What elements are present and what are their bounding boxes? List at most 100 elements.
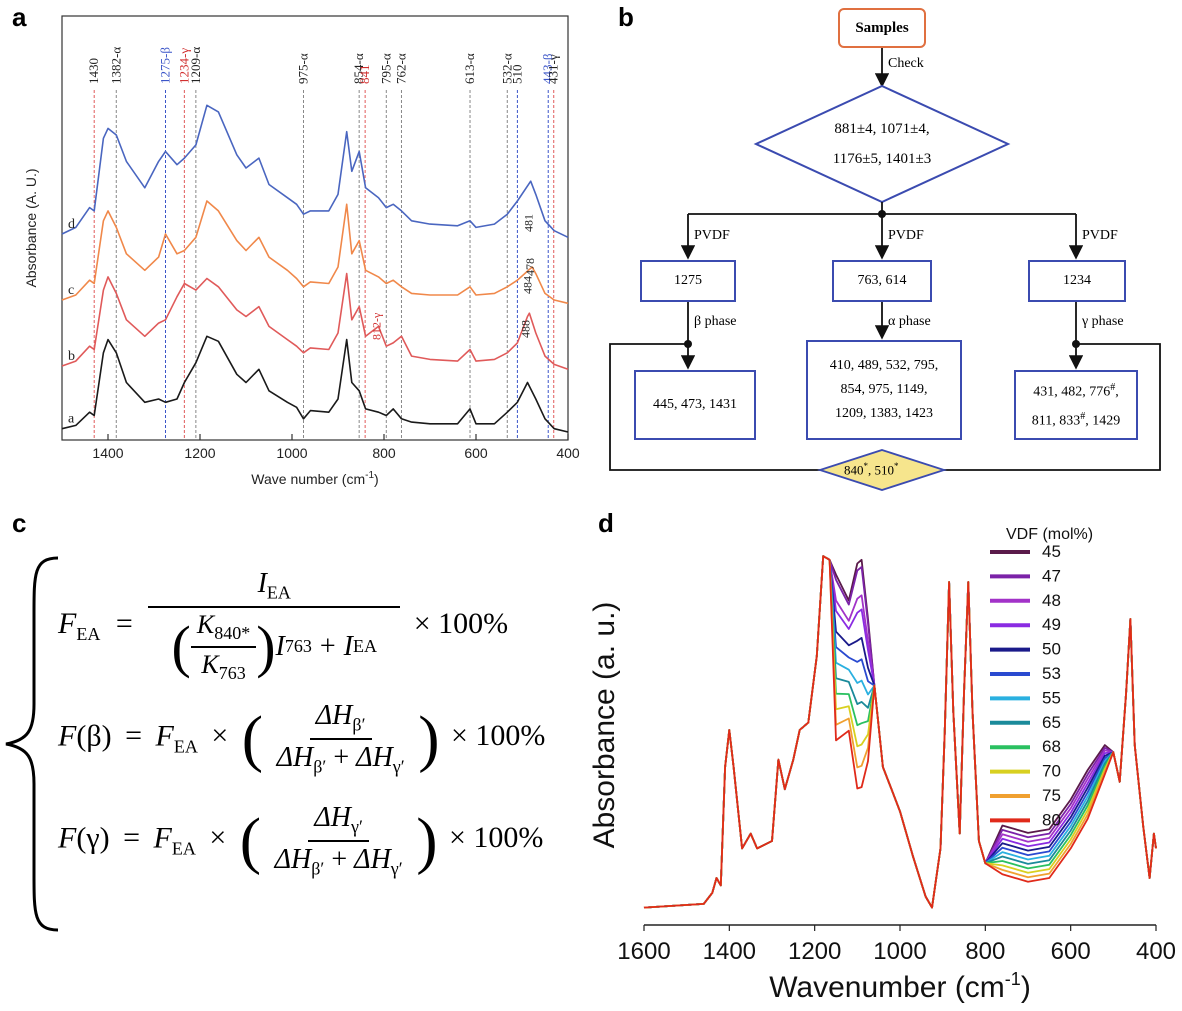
eq1-I763-sub: 763	[284, 636, 312, 657]
gamma-peaks-box: 431, 482, 776#, 811, 833#, 1429	[1014, 370, 1138, 440]
ylabel-d: Absorbance (a. u.)	[590, 602, 621, 849]
bottom-diamond-text-1: 840	[844, 462, 864, 478]
panel-letter-d: d	[598, 508, 614, 538]
series-line-d-65	[643, 555, 1157, 909]
eq1-K763: K	[201, 649, 219, 679]
eq2-Fea: F	[155, 719, 174, 753]
eq1-F: F	[58, 606, 77, 640]
series-line-d-68	[643, 555, 1157, 909]
beta-phase-label: β phase	[694, 314, 737, 329]
eq2-times100: × 100%	[451, 719, 546, 753]
annotation-label-7: 841	[357, 65, 372, 85]
annotation-label-3: 1234-γ	[176, 48, 191, 84]
panel-letter-b: b	[618, 2, 634, 32]
eq3-den-dH1: ΔH	[274, 843, 312, 875]
panel-letter-c: c	[12, 508, 27, 538]
eq2-times: ×	[211, 719, 229, 753]
eq2-den-dH1: ΔH	[276, 741, 314, 773]
equation-f-beta: F(β) = FEA × ( ΔHβ′ ΔHβ′ + ΔHγ′ ) × 100%	[58, 700, 546, 777]
alpha-peaks-box: 410, 489, 532, 795, 854, 975, 1149, 1209…	[806, 340, 962, 440]
eq3-num-dH: ΔH	[314, 802, 352, 833]
xtick-label-a-5: 400	[556, 445, 580, 461]
xtick-label-a-4: 600	[464, 445, 488, 461]
bottom-diamond-sup-1: *	[863, 461, 869, 471]
eq3-den-dH2: ΔH	[354, 843, 391, 875]
xtick-label-d-0: 1600	[617, 938, 670, 965]
gamma-peaks-sup-1: #	[1110, 382, 1116, 394]
annotation-label-9: 762-α	[393, 53, 408, 84]
series-label-a-a: a	[68, 412, 75, 427]
eq2-den-beta: β′	[313, 756, 327, 777]
beta-peaks-text: 445, 473, 1431	[653, 397, 737, 412]
box-1234: 1234	[1028, 260, 1126, 302]
legend-label-d-80: 80	[1042, 810, 1061, 829]
eq3-den-beta: β′	[311, 858, 325, 879]
eq2-equals: =	[125, 719, 143, 753]
series-line-a-b	[61, 272, 569, 371]
inline-label-2: 484	[520, 276, 534, 294]
flowchart-connectors	[609, 48, 1161, 491]
series-line-d-49	[643, 555, 1157, 909]
alpha-peaks-line-2: 854, 975, 1149,	[840, 382, 928, 397]
pvdf-label-mid: PVDF	[888, 228, 924, 243]
gamma-phase-label: γ phase	[1082, 314, 1124, 329]
eq2-num-beta: β′	[352, 714, 366, 735]
beta-peaks-box: 445, 473, 1431	[634, 370, 756, 440]
legend-label-d-65: 65	[1042, 713, 1061, 732]
legend-title-d: VDF (mol%)	[1006, 526, 1093, 543]
box-763: 763, 614	[832, 260, 932, 302]
xtick-label-a-1: 1200	[184, 445, 215, 461]
eq2-beta: β	[86, 719, 102, 753]
check-label: Check	[888, 56, 924, 71]
legend-label-d-50: 50	[1042, 640, 1061, 659]
gamma-peaks-text-1: 431, 482, 776	[1033, 385, 1111, 400]
eq2-EA-sub: EA	[173, 736, 198, 757]
eq3-EA-sub: EA	[171, 838, 196, 859]
annotation-label-12: 510	[509, 65, 524, 85]
legend-label-d-75: 75	[1042, 786, 1061, 805]
pvdf-label-left: PVDF	[694, 228, 730, 243]
diamond-text: 881±4, 1071±4, 1176±5, 1401±3	[812, 114, 952, 174]
gamma-peaks-line-1: 431, 482, 776#,	[1033, 382, 1119, 400]
curly-brace	[5, 556, 59, 932]
bottom-diamond-text: 840*, 510*	[844, 461, 899, 478]
gamma-peaks-text-3: , 1429	[1085, 413, 1121, 429]
equation-f-gamma: F(γ) = FEA × ( ΔHγ′ ΔHβ′ + ΔHγ′ ) × 100%	[58, 802, 544, 879]
series-label-a-d: d	[68, 217, 75, 232]
samples-box: Samples	[838, 8, 926, 48]
eq2-den-gamma: γ′	[392, 756, 405, 777]
series-line-d-48	[643, 555, 1157, 909]
legend-label-d-45: 45	[1042, 542, 1061, 561]
annotation-label-1: 1382-α	[108, 47, 123, 84]
eq3-times100: × 100%	[449, 821, 544, 855]
xtick-label-d-4: 800	[965, 938, 1005, 965]
bottom-diamond-text-2: , 510	[868, 462, 894, 478]
eq3-plus: +	[331, 843, 348, 875]
xtick-label-d-5: 600	[1051, 938, 1091, 965]
equations-panel: FEA = IEA ( K840* K763 ) I 763 + I EA × 10…	[0, 540, 590, 1000]
eq2-fraction: ΔHβ′ ΔHβ′ + ΔHγ′	[271, 700, 411, 777]
xlabel-a: Wave number (cm-1)	[251, 470, 378, 487]
diamond-line-2: 1176±5, 1401±3	[832, 151, 932, 167]
eq3-equals: =	[123, 821, 141, 855]
box-1275: 1275	[640, 260, 736, 302]
eq1-I763: I	[275, 630, 285, 662]
bottom-diamond-sup-2: *	[894, 461, 899, 471]
plot-area-a	[61, 15, 569, 441]
annotation-label-5: 975-α	[296, 53, 311, 84]
legend-label-d-48: 48	[1042, 591, 1061, 610]
ylabel-a: Absorbance (A. U.)	[23, 168, 39, 287]
eq1-K840-sub: 840*	[214, 622, 251, 643]
eq1-fraction: IEA ( K840* K763 ) I 763 + I EA	[148, 568, 401, 684]
eq1-K763-sub: 763	[218, 662, 246, 683]
annotation-label-10: 613-α	[462, 53, 477, 84]
eq3-times: ×	[209, 821, 227, 855]
inline-label-4: 812-γ	[369, 312, 383, 340]
series-line-d-55	[643, 555, 1157, 909]
gamma-peaks-sup-2: #	[1080, 411, 1086, 422]
annotation-label-14: 431-γ	[546, 54, 561, 84]
eq1-EA-sub: EA	[76, 623, 101, 644]
bottom-diamond	[817, 449, 947, 491]
annotation-label-11: 532-α	[499, 53, 514, 84]
